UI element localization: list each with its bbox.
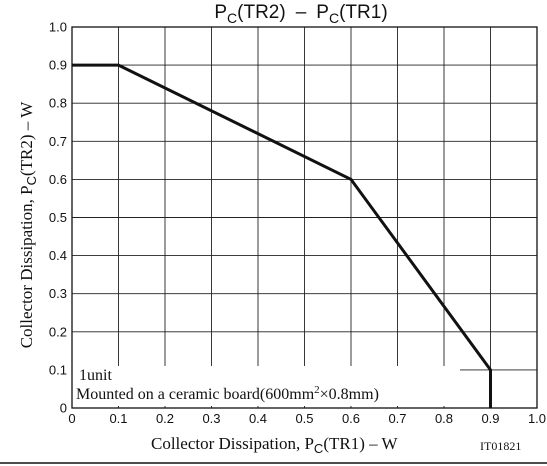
y-tick-label: 0.4 [49,248,67,263]
y-tick-label: 0.5 [49,210,67,225]
x-axis-label: Collector Dissipation, PC(TR1) – W [151,434,399,456]
y-tick-label: 0.1 [49,362,67,377]
x-tick-label: 0.5 [295,411,313,426]
x-tick-label: 0 [68,411,75,426]
figure-code: IT01821 [480,439,521,453]
x-tick-label: 0.9 [481,411,499,426]
series [72,63,492,408]
series-line [72,63,492,408]
y-tick-label: 0.6 [49,172,67,187]
y-tick-label: 0 [60,401,67,416]
y-tick-label: 0.9 [49,58,67,73]
x-tick-label: 0.7 [388,411,406,426]
x-tick-label: 0.6 [342,411,360,426]
annotation-unit: 1unit [79,367,112,384]
x-tick-label: 0.3 [202,411,220,426]
x-tick-label: 0.4 [249,411,267,426]
plot-frame [71,26,538,409]
y-tick-label: 0.8 [49,96,67,111]
y-tick-label: 0.7 [49,134,67,149]
annotation-background [72,366,460,406]
x-tick-label: 0.8 [435,411,453,426]
x-tick-label: 0.1 [109,411,127,426]
y-tick-label: 0.3 [49,286,67,301]
chart-title: PC(TR2) – PC(TR1) [214,2,387,26]
grid [72,27,537,408]
y-axis-ticks: 0 0.1 0.2 0.3 0.4 0.5 0.6 0.7 0.8 0.9 1.0 [49,20,67,416]
y-tick-label: 0.2 [49,324,67,339]
x-axis-ticks: 0 0.1 0.2 0.3 0.4 0.5 0.6 0.7 0.8 0.9 1.0 [68,411,546,426]
y-tick-label: 1.0 [49,20,67,35]
x-tick-label: 1.0 [528,411,546,426]
annotation-board: Mounted on a ceramic board(600mm2×0.8mm) [76,384,379,403]
y-axis-label: Collector Dissipation, PC(TR2) – W [17,101,39,349]
x-tick-label: 0.2 [156,411,174,426]
